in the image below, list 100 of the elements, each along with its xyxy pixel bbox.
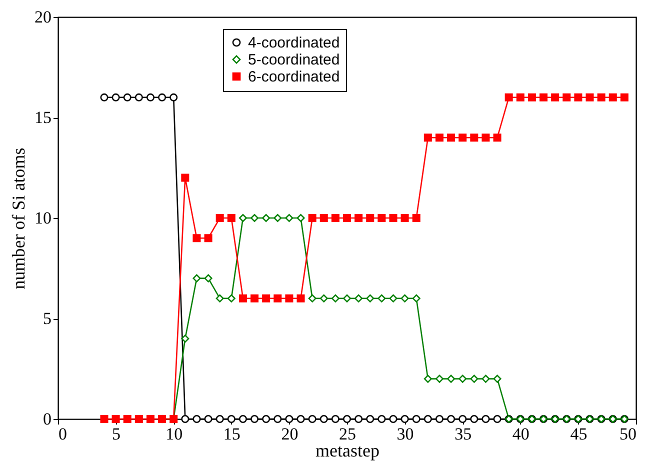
point [238,415,247,423]
point [296,415,305,423]
point [308,294,316,302]
point [123,414,132,424]
point [504,93,513,102]
point [227,214,236,222]
point [250,415,259,423]
point [204,274,212,282]
point [540,93,548,102]
point [112,93,120,102]
point [274,415,282,423]
point [562,93,571,102]
point [424,415,432,423]
point [274,214,282,222]
point [100,414,108,424]
point [366,214,374,222]
point [400,415,409,423]
point [458,415,467,423]
point [262,415,270,423]
point [331,294,340,302]
point [493,374,502,383]
point [470,415,478,423]
x-tick-label: 10 [166,424,183,444]
point [412,214,420,222]
point [146,93,154,102]
point [389,415,398,423]
x-axis-title: metastep [316,440,380,460]
point [447,374,456,383]
point [366,415,374,423]
point [435,415,444,423]
point [204,415,212,423]
point [608,93,617,102]
y-tick-label: 15 [34,108,52,127]
point [470,374,478,383]
point [482,134,490,142]
point [262,214,270,222]
point [308,415,316,423]
point [470,134,478,142]
point [516,93,524,102]
point [354,415,363,423]
point [458,374,467,383]
point [412,415,420,423]
point [458,134,467,142]
point [447,415,456,423]
x-tick-label: 5 [112,424,121,444]
point [262,294,270,302]
point [296,214,305,222]
point [342,214,352,222]
point [378,214,386,222]
point [320,214,328,222]
point [586,93,594,102]
point [285,294,294,302]
x-tick-label: 50 [620,424,636,444]
point [331,214,340,222]
point [354,214,363,222]
point [181,415,190,423]
point [435,374,444,383]
point [331,415,340,423]
point [342,294,352,302]
point [192,415,201,423]
point [435,134,444,142]
x-tick-label: 30 [396,424,414,444]
point [551,93,560,102]
point [378,415,386,423]
point [216,415,224,423]
x-tick-label: 15 [223,424,240,444]
point [181,334,190,343]
point [424,374,432,383]
point [574,93,582,102]
point [238,214,247,222]
point [192,274,201,282]
point [620,93,628,102]
point [482,374,490,383]
point [134,414,143,424]
point [354,294,363,302]
point [400,294,409,302]
point [274,294,282,302]
point [100,93,108,102]
point [389,214,398,222]
x-tick-label: 40 [512,424,530,444]
point [158,93,166,102]
point [378,294,386,302]
point [296,294,305,302]
point [528,93,536,102]
point [493,415,502,423]
x-tick-label: 25 [339,424,356,444]
legend-label: 6-coordinated [248,68,340,86]
point [181,174,190,182]
point [447,134,456,142]
point [597,93,606,102]
point [170,93,178,102]
point [112,414,120,424]
point [216,214,224,222]
point [204,234,212,242]
point [320,415,328,423]
point [216,294,224,302]
legend-label: 5-coordinated [248,52,340,68]
point [227,415,236,423]
point [366,294,374,302]
point [134,93,143,102]
